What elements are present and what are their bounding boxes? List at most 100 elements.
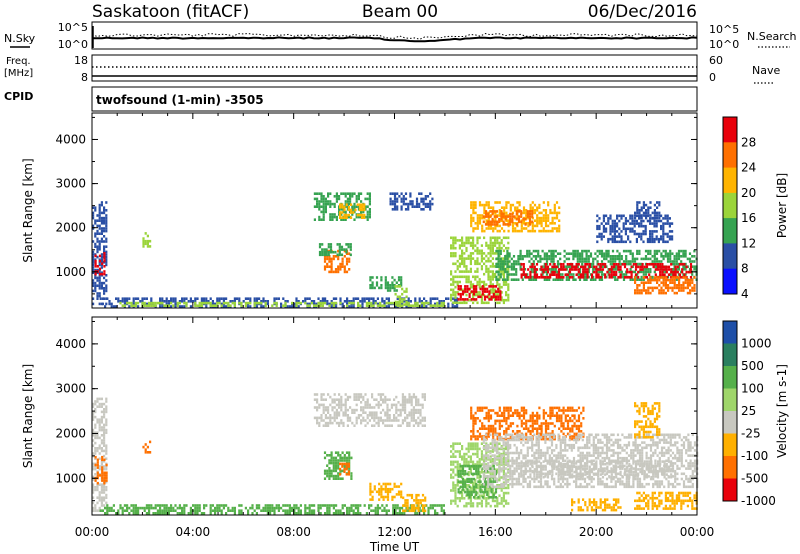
velocity-region [99, 504, 445, 515]
nave-tick-bottom: 0 [709, 71, 716, 84]
colorbar-swatch [723, 142, 737, 169]
power-region [142, 232, 152, 248]
colorbar-swatch [723, 321, 737, 344]
velocity-region [92, 397, 108, 512]
power-region [394, 285, 408, 306]
freq-unit: [MHz] [4, 68, 33, 79]
y-tick-label: 2000 [55, 426, 86, 440]
velocity-region [313, 393, 426, 427]
colorbar-swatch [723, 117, 737, 143]
power-region [457, 285, 502, 301]
colorbar-tick-label: 28 [741, 135, 756, 149]
power-heatmap [92, 192, 698, 308]
velocity-heatmap [92, 393, 699, 515]
colorbar-tick-label: 20 [741, 186, 756, 200]
power-region [94, 252, 106, 276]
y-tick-label: 1000 [55, 471, 86, 485]
y-tick-label: 3000 [55, 382, 86, 396]
velocity-region [339, 462, 350, 476]
nsky-line [92, 36, 698, 43]
colorbar-tick-label: -25 [741, 427, 761, 441]
colorbar-swatch [723, 388, 737, 412]
colorbar-label: Velocity [m s-1] [775, 364, 789, 458]
power-region [339, 203, 366, 219]
y-tick-label: 3000 [55, 177, 86, 191]
freq-tick-bottom: 8 [81, 71, 88, 84]
y-tick-label: 2000 [55, 221, 86, 235]
power-region [482, 210, 534, 226]
colorbar-tick-label: 500 [741, 359, 764, 373]
colorbar-swatch [723, 478, 737, 502]
colorbar-swatch [723, 268, 737, 295]
colorbar-swatch [723, 456, 737, 479]
date-title: 06/Dec/2016 [588, 2, 697, 22]
velocity-region [470, 406, 585, 441]
y-tick-label: 1000 [55, 265, 86, 279]
velocity-region [402, 493, 427, 513]
power-region [389, 192, 434, 211]
freq-label: Freq. [6, 56, 31, 67]
colorbar-tick-label: 12 [741, 236, 756, 250]
x-tick-label: 08:00 [276, 525, 311, 539]
nave-label: Nave [752, 64, 780, 77]
colorbar-tick-label: -100 [741, 449, 768, 463]
x-tick-label: 20:00 [579, 525, 614, 539]
colorbar-tick-label: 24 [741, 161, 756, 175]
velocity-region [369, 482, 403, 501]
nsky-label: N.Sky [4, 32, 36, 45]
x-axis-label: Time UT [369, 540, 420, 554]
colorbar-swatch [723, 218, 737, 244]
cpid-value: twofsound (1-min) -3505 [96, 93, 264, 107]
x-tick-label: 16:00 [478, 525, 513, 539]
power-region [313, 192, 371, 221]
velocity-region [520, 460, 673, 479]
nsearch-label: N.Search [747, 30, 797, 43]
cpid-panel: CPID twofsound (1-min) -3505 [4, 86, 698, 112]
freq-panel: Freq. [MHz] 18 8 60 0 Nave [4, 54, 780, 84]
colorbar-swatch [723, 433, 737, 457]
colorbar-swatch [723, 366, 737, 389]
nsky-tick-top: 10^5 [58, 21, 88, 34]
nsky-tick-bottom: 10^0 [58, 38, 88, 51]
power-region [634, 201, 661, 220]
colorbar-swatch [723, 411, 737, 434]
power-region [318, 243, 352, 257]
power-panel: 1000 2000 3000 4000 Slant Range [km] 28 24 20 1… [21, 112, 789, 309]
y-tick-label: 4000 [55, 337, 86, 351]
power-region [369, 276, 403, 292]
cpid-label: CPID [4, 90, 33, 103]
velocity-region [634, 491, 698, 510]
colorbar-tick-label: 4 [741, 287, 749, 301]
velocity-panel: 1000 2000 3000 4000 Slant Range [km] 1000 500… [21, 316, 789, 554]
station-title: Saskatoon (fitACF) [92, 2, 249, 22]
colorbar-tick-label: 100 [741, 382, 764, 396]
colorbar-tick-label: 25 [741, 404, 756, 418]
colorbar-swatch [723, 167, 737, 194]
colorbar-tick-label: 8 [741, 262, 749, 276]
colorbar-swatch [723, 243, 737, 270]
x-tick-label: 00:00 [75, 525, 110, 539]
velocity-region [571, 498, 622, 512]
colorbar-tick-label: -1000 [741, 494, 776, 508]
power-region [520, 263, 693, 279]
velocity-region [142, 440, 152, 454]
power-region [119, 301, 445, 307]
power-region [634, 276, 696, 295]
colorbar-swatch [723, 343, 737, 367]
colorbar-tick-label: 16 [741, 211, 756, 225]
y-tick-label: 4000 [55, 132, 86, 146]
colorbar-tick-label: -500 [741, 472, 768, 486]
colorbar-swatch [723, 192, 737, 219]
y-axis-label: Slant Range [km] [21, 364, 35, 468]
beam-title: Beam 00 [362, 2, 438, 22]
nsearch-line [91, 32, 698, 40]
nave-tick-top: 60 [709, 54, 723, 67]
nsearch-tick-bottom: 10^0 [709, 38, 739, 51]
colorbar-tick-label: 1000 [741, 337, 772, 351]
velocity-region [634, 402, 661, 439]
x-tick-label: 00:00 [680, 525, 715, 539]
y-axis-label: Slant Range [km] [21, 158, 35, 262]
velocity-region [457, 464, 498, 499]
x-tick-label: 12:00 [377, 525, 412, 539]
